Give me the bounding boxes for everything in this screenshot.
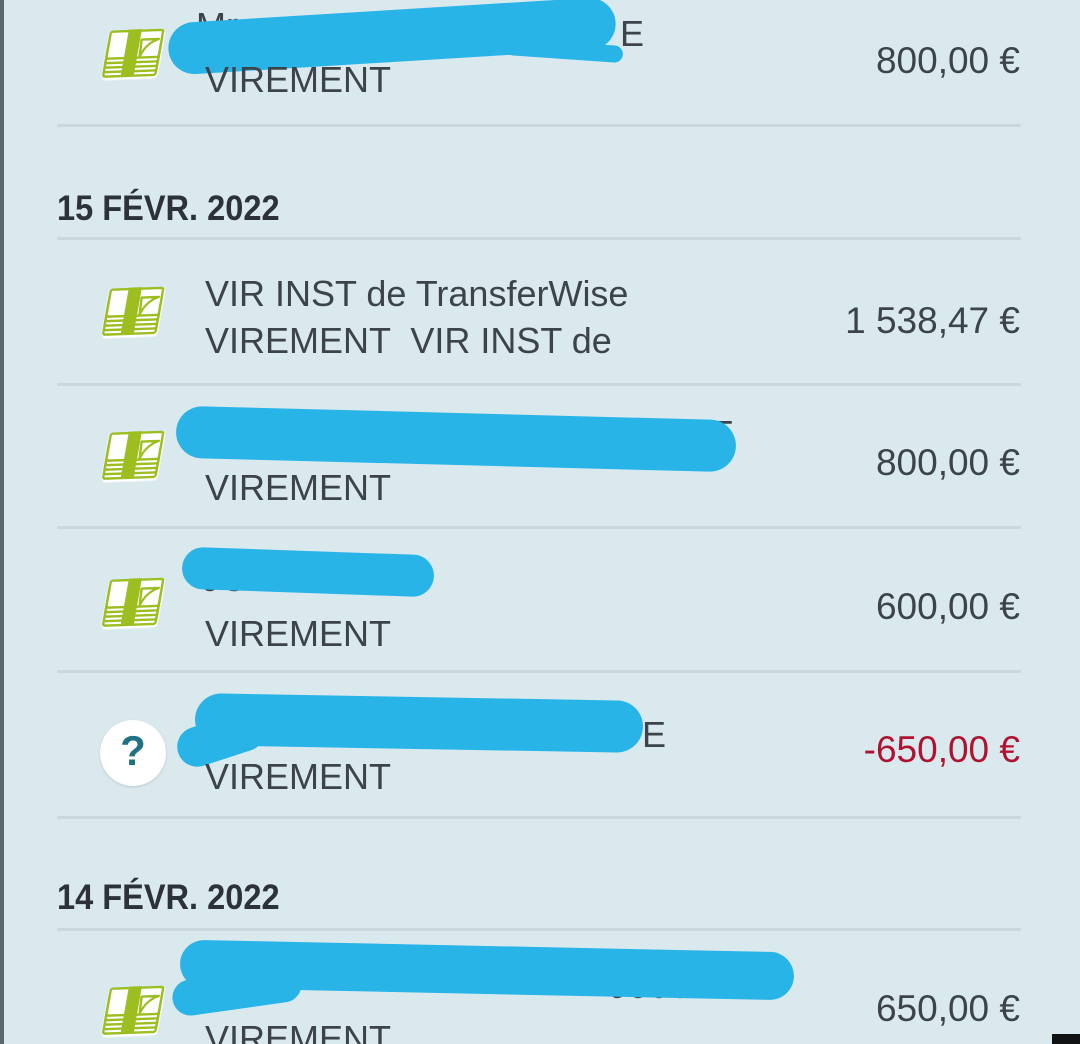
transaction-amount: 600,00 €: [875, 586, 1020, 627]
transaction-subtitle: VIREMENT: [205, 59, 392, 100]
transaction-subtitle: VIREMENT VIR INST de: [205, 320, 612, 361]
transaction-row[interactable]: MONSIEUR E VIREMENT 800,00 €: [0, 386, 1080, 529]
date-header-label: 15 FÉVR. 2022: [57, 189, 280, 228]
row-divider: [57, 670, 1021, 673]
question-mark-icon: ?: [100, 720, 166, 786]
transaction-row[interactable]: JC VIREMENT 600,00 €: [0, 529, 1080, 673]
date-header-label: 14 FÉVR. 2022: [57, 878, 280, 917]
transaction-subtitle: VIREMENT: [205, 467, 392, 508]
redaction-marker: [175, 405, 737, 473]
money-stack-icon: [101, 429, 165, 480]
money-stack-icon: [101, 984, 165, 1035]
transaction-subtitle: VIREMENT: [205, 1018, 392, 1044]
row-divider: [57, 526, 1021, 529]
transaction-row[interactable]: 0000033 VIREMENT 650,00 €: [0, 931, 1080, 1044]
row-divider: [57, 237, 1021, 240]
transaction-title: VIR INST de TransferWise: [205, 273, 629, 314]
transaction-amount: 800,00 €: [875, 442, 1020, 483]
date-header: 14 FÉVR. 2022: [0, 819, 1080, 931]
transaction-row[interactable]: Mr E VIREMENT 800,00 €: [0, 0, 1080, 127]
row-divider: [57, 124, 1021, 127]
transaction-row[interactable]: ? E VIREMENT -650,00 €: [0, 673, 1080, 819]
redaction-marker: [181, 546, 435, 598]
transaction-row[interactable]: VIR INST de TransferWise VIREMENT VIR IN…: [0, 240, 1080, 386]
screen-left-edge: [0, 0, 4, 1044]
redacted-payee-fragment: E: [642, 714, 667, 755]
money-stack-icon: [101, 576, 165, 627]
transaction-subtitle: VIREMENT: [205, 613, 392, 654]
transaction-amount: -650,00 €: [863, 729, 1020, 770]
date-header: 15 FÉVR. 2022: [0, 127, 1080, 240]
transaction-amount: 650,00 €: [875, 988, 1020, 1029]
row-divider: [57, 816, 1021, 819]
row-divider: [57, 383, 1021, 386]
money-stack-icon: [101, 285, 165, 336]
money-stack-icon: [101, 27, 165, 78]
transaction-subtitle: VIREMENT: [205, 756, 392, 797]
redacted-payee-fragment: E: [620, 13, 645, 54]
transaction-amount: 800,00 €: [875, 40, 1020, 81]
row-divider: [57, 928, 1021, 931]
screen-corner-artifact: [1052, 1034, 1080, 1044]
question-glyph: ?: [120, 727, 146, 774]
transaction-amount: 1 538,47 €: [845, 300, 1020, 341]
